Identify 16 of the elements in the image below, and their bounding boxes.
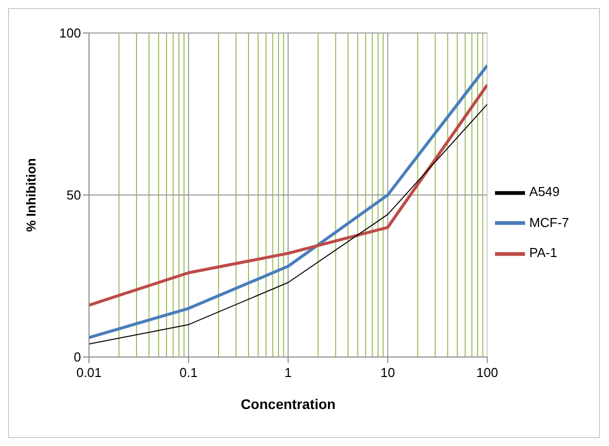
legend-label: MCF-7 <box>529 214 569 230</box>
line-series <box>89 83 488 307</box>
y-tick-label: 0 <box>74 350 81 365</box>
x-tick-label: 0.01 <box>76 365 102 380</box>
y-axis-title: % Inhibition <box>24 158 39 232</box>
x-tick-label: 1 <box>284 365 292 380</box>
line-series <box>89 104 488 345</box>
legend-label: PA-1 <box>529 245 558 260</box>
x-tick-label: 0.1 <box>180 365 198 380</box>
legend-label: A549 <box>529 184 560 200</box>
y-tick-label: 50 <box>66 188 81 203</box>
y-tick-label: 100 <box>59 26 81 41</box>
x-tick-label: 100 <box>476 365 498 380</box>
x-tick-label: 10 <box>380 365 395 380</box>
line-series <box>89 64 488 340</box>
x-axis-title: Concentration <box>240 396 336 412</box>
